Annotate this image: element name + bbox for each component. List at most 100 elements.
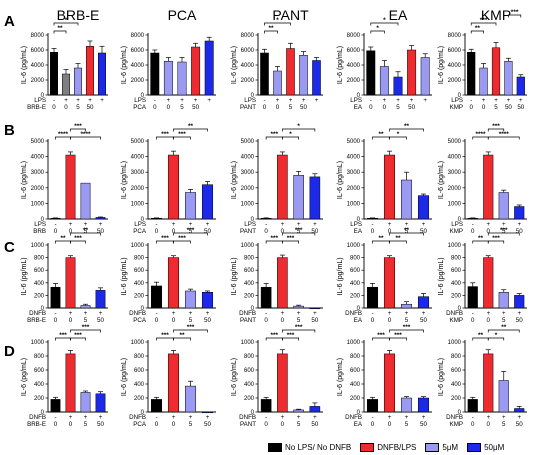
significance-label: *** bbox=[480, 17, 488, 24]
y-tick-label: 0 bbox=[458, 306, 462, 312]
y-tick-label: 3000 bbox=[241, 170, 255, 176]
y-tick-label: 800 bbox=[34, 354, 45, 360]
y-tick-label: 1000 bbox=[347, 243, 361, 249]
significance-label: *** bbox=[161, 235, 169, 242]
y-tick-label: 1000 bbox=[347, 340, 361, 346]
x-row-value: 5 bbox=[189, 228, 193, 235]
x-row-value: 0 bbox=[172, 421, 176, 428]
y-tick-label: 0 bbox=[41, 93, 45, 99]
x-row-value: + bbox=[64, 97, 68, 104]
bar bbox=[50, 286, 61, 309]
y-tick-label: 1000 bbox=[347, 201, 361, 207]
significance-label: * bbox=[276, 17, 279, 24]
significance-label: ** bbox=[60, 235, 66, 242]
y-tick-label: 2000 bbox=[448, 78, 462, 84]
row-letter-d: D bbox=[4, 343, 15, 360]
x-row-value: + bbox=[297, 310, 301, 317]
x-row-value: + bbox=[422, 221, 426, 228]
significance-bracket bbox=[173, 232, 208, 236]
bar bbox=[420, 57, 430, 96]
bar bbox=[312, 60, 321, 96]
x-row-value: 0 bbox=[167, 104, 171, 111]
x-row-label: PCA bbox=[133, 104, 147, 111]
x-row-value: 50 bbox=[516, 228, 523, 235]
significance-label: *** bbox=[394, 332, 402, 339]
y-tick-label: 200 bbox=[350, 396, 361, 402]
bar bbox=[514, 206, 525, 220]
bar bbox=[95, 393, 106, 413]
bar bbox=[286, 48, 295, 96]
x-row-value: 50 bbox=[311, 228, 318, 235]
y-tick-label: 600 bbox=[350, 368, 361, 374]
x-row-label: LPS bbox=[34, 221, 46, 228]
x-row-label: LPS bbox=[451, 97, 463, 104]
x-row-value: 0 bbox=[371, 228, 375, 235]
x-row-value: - bbox=[54, 310, 56, 317]
y-axis-title: IL-6 (pg/mL) bbox=[21, 358, 28, 396]
bar bbox=[293, 175, 304, 220]
significance-bracket bbox=[70, 337, 86, 341]
y-tick-label: 1000 bbox=[131, 243, 145, 249]
bar bbox=[150, 217, 163, 220]
y-tick-label: 600 bbox=[451, 368, 462, 374]
y-tick-label: 4000 bbox=[241, 155, 255, 161]
significance-bracket bbox=[282, 240, 299, 244]
x-row-value: 5 bbox=[180, 104, 184, 111]
y-axis-title: IL-6 (pg/mL) bbox=[21, 161, 28, 199]
significance-bracket bbox=[282, 329, 316, 333]
significance-label: *** bbox=[511, 9, 519, 16]
x-row-value: 50 bbox=[192, 104, 199, 111]
significance-label: ** bbox=[57, 25, 63, 32]
x-row-value: + bbox=[423, 97, 427, 104]
x-row-value: + bbox=[313, 310, 317, 317]
x-row-value: + bbox=[206, 221, 210, 228]
bar bbox=[400, 303, 413, 309]
significance-label: *** bbox=[161, 131, 169, 138]
significance-label: ** bbox=[179, 332, 185, 339]
significance-label: *** bbox=[74, 235, 82, 242]
bar bbox=[80, 392, 91, 413]
y-tick-label: 8000 bbox=[241, 33, 255, 39]
x-row-value: 0 bbox=[54, 317, 58, 324]
significance-label: ** bbox=[404, 123, 410, 130]
x-row-label: EA bbox=[354, 104, 363, 111]
x-row-value: - bbox=[370, 97, 372, 104]
x-row-value: + bbox=[76, 97, 80, 104]
significance-bracket bbox=[389, 232, 424, 236]
significance-label: * bbox=[297, 123, 300, 130]
bar bbox=[516, 76, 525, 96]
bar bbox=[260, 286, 272, 309]
x-row-value: 50 bbox=[517, 104, 524, 111]
significance-label: * bbox=[289, 131, 292, 138]
y-tick-label: 400 bbox=[34, 281, 45, 287]
bar bbox=[201, 411, 214, 414]
significance-label: *** bbox=[270, 332, 278, 339]
x-row-value: 50 bbox=[97, 421, 104, 428]
bar bbox=[467, 217, 478, 220]
x-row-value: + bbox=[405, 310, 409, 317]
row-letter-a: A bbox=[4, 13, 15, 30]
y-tick-label: 1000 bbox=[448, 201, 462, 207]
x-row-value: + bbox=[482, 97, 486, 104]
x-row-value: + bbox=[180, 97, 184, 104]
x-row-value: 0 bbox=[471, 421, 475, 428]
x-row-value: + bbox=[281, 310, 285, 317]
x-row-value: + bbox=[206, 310, 210, 317]
significance-label: *** bbox=[161, 332, 169, 339]
y-tick-label: 800 bbox=[350, 354, 361, 360]
x-row-value: + bbox=[405, 414, 409, 421]
x-row-label: LPS bbox=[244, 221, 256, 228]
x-row-value: + bbox=[486, 414, 490, 421]
bar bbox=[277, 257, 288, 309]
y-tick-label: 600 bbox=[134, 268, 145, 274]
significance-bracket bbox=[173, 337, 191, 341]
x-row-value: - bbox=[371, 414, 373, 421]
bar bbox=[50, 399, 61, 413]
column-title-ea: EA bbox=[389, 7, 408, 23]
significance-bracket bbox=[282, 232, 316, 236]
bar bbox=[260, 399, 272, 413]
x-row-value: 50 bbox=[420, 228, 427, 235]
